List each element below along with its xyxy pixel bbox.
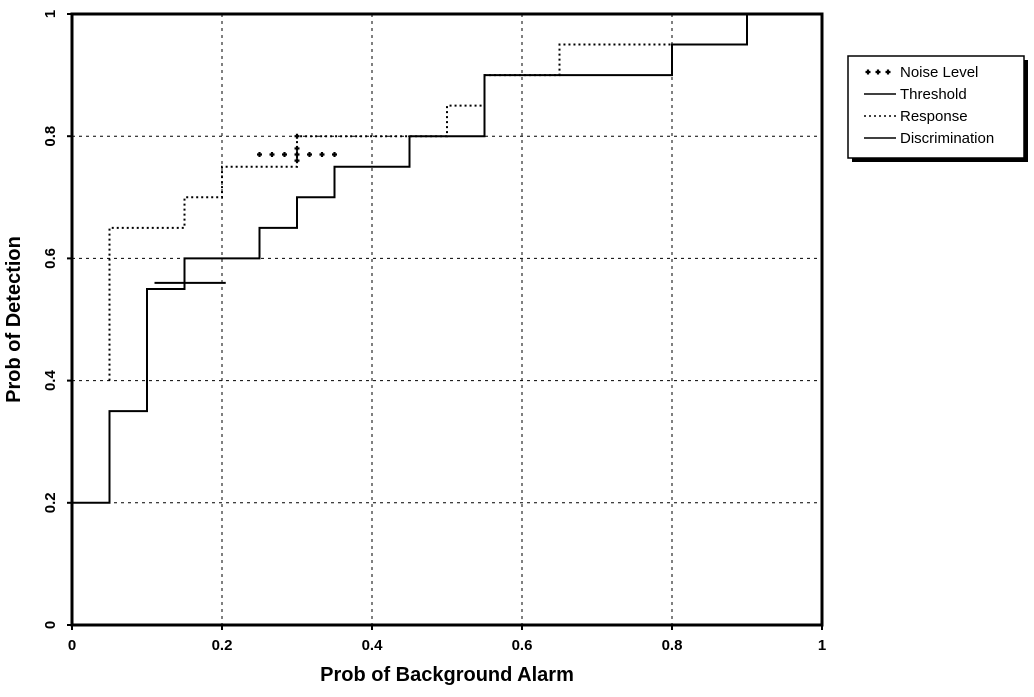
- data-point: [319, 152, 325, 158]
- legend-swatch: [875, 69, 881, 75]
- plot-frame: [70, 12, 824, 627]
- y-tick-label: 0.6: [42, 248, 59, 269]
- legend: Noise Level Threshold Response Discriminati…: [847, 55, 1028, 162]
- x-tick-label: 0.4: [362, 637, 384, 654]
- series-noise-level: [257, 133, 337, 164]
- x-tick-label: 0: [68, 637, 76, 654]
- legend-label: Threshold: [900, 86, 967, 103]
- y-tick-label: 1: [42, 10, 59, 18]
- x-tick-label: 1: [818, 637, 826, 654]
- data-point: [257, 152, 262, 158]
- data-point: [269, 152, 275, 158]
- legend-swatch: [885, 69, 891, 75]
- legend-label: Discrimination: [900, 130, 994, 147]
- data-point: [282, 152, 287, 158]
- grid-lines: [72, 14, 822, 625]
- series-layer: [72, 14, 748, 504]
- y-tick-label: 0: [42, 621, 59, 629]
- data-point: [307, 152, 312, 158]
- legend-label: Response: [900, 108, 968, 125]
- series-line: [108, 14, 748, 381]
- x-tick-label: 0.2: [212, 637, 233, 654]
- x-axis-title: Prob of Background Alarm: [320, 664, 574, 686]
- x-tick-label: 0.6: [512, 637, 533, 654]
- tick-labels: 0 0.2 0.4 0.6 0.8 1 0 0.2 0.4 0.6 0.8 1: [42, 10, 826, 654]
- series-line: [72, 14, 748, 504]
- x-tick-label: 0.8: [662, 637, 683, 654]
- y-tick-label: 0.2: [42, 492, 59, 513]
- y-tick-label: 0.8: [42, 126, 59, 147]
- series-threshold: [72, 14, 748, 504]
- series-response: [108, 14, 748, 381]
- y-tick-label: 0.4: [42, 370, 59, 392]
- y-axis-title: Prob of Detection: [3, 236, 25, 403]
- legend-label: Noise Level: [900, 64, 978, 81]
- legend-swatch: [865, 69, 871, 75]
- data-point: [332, 152, 337, 158]
